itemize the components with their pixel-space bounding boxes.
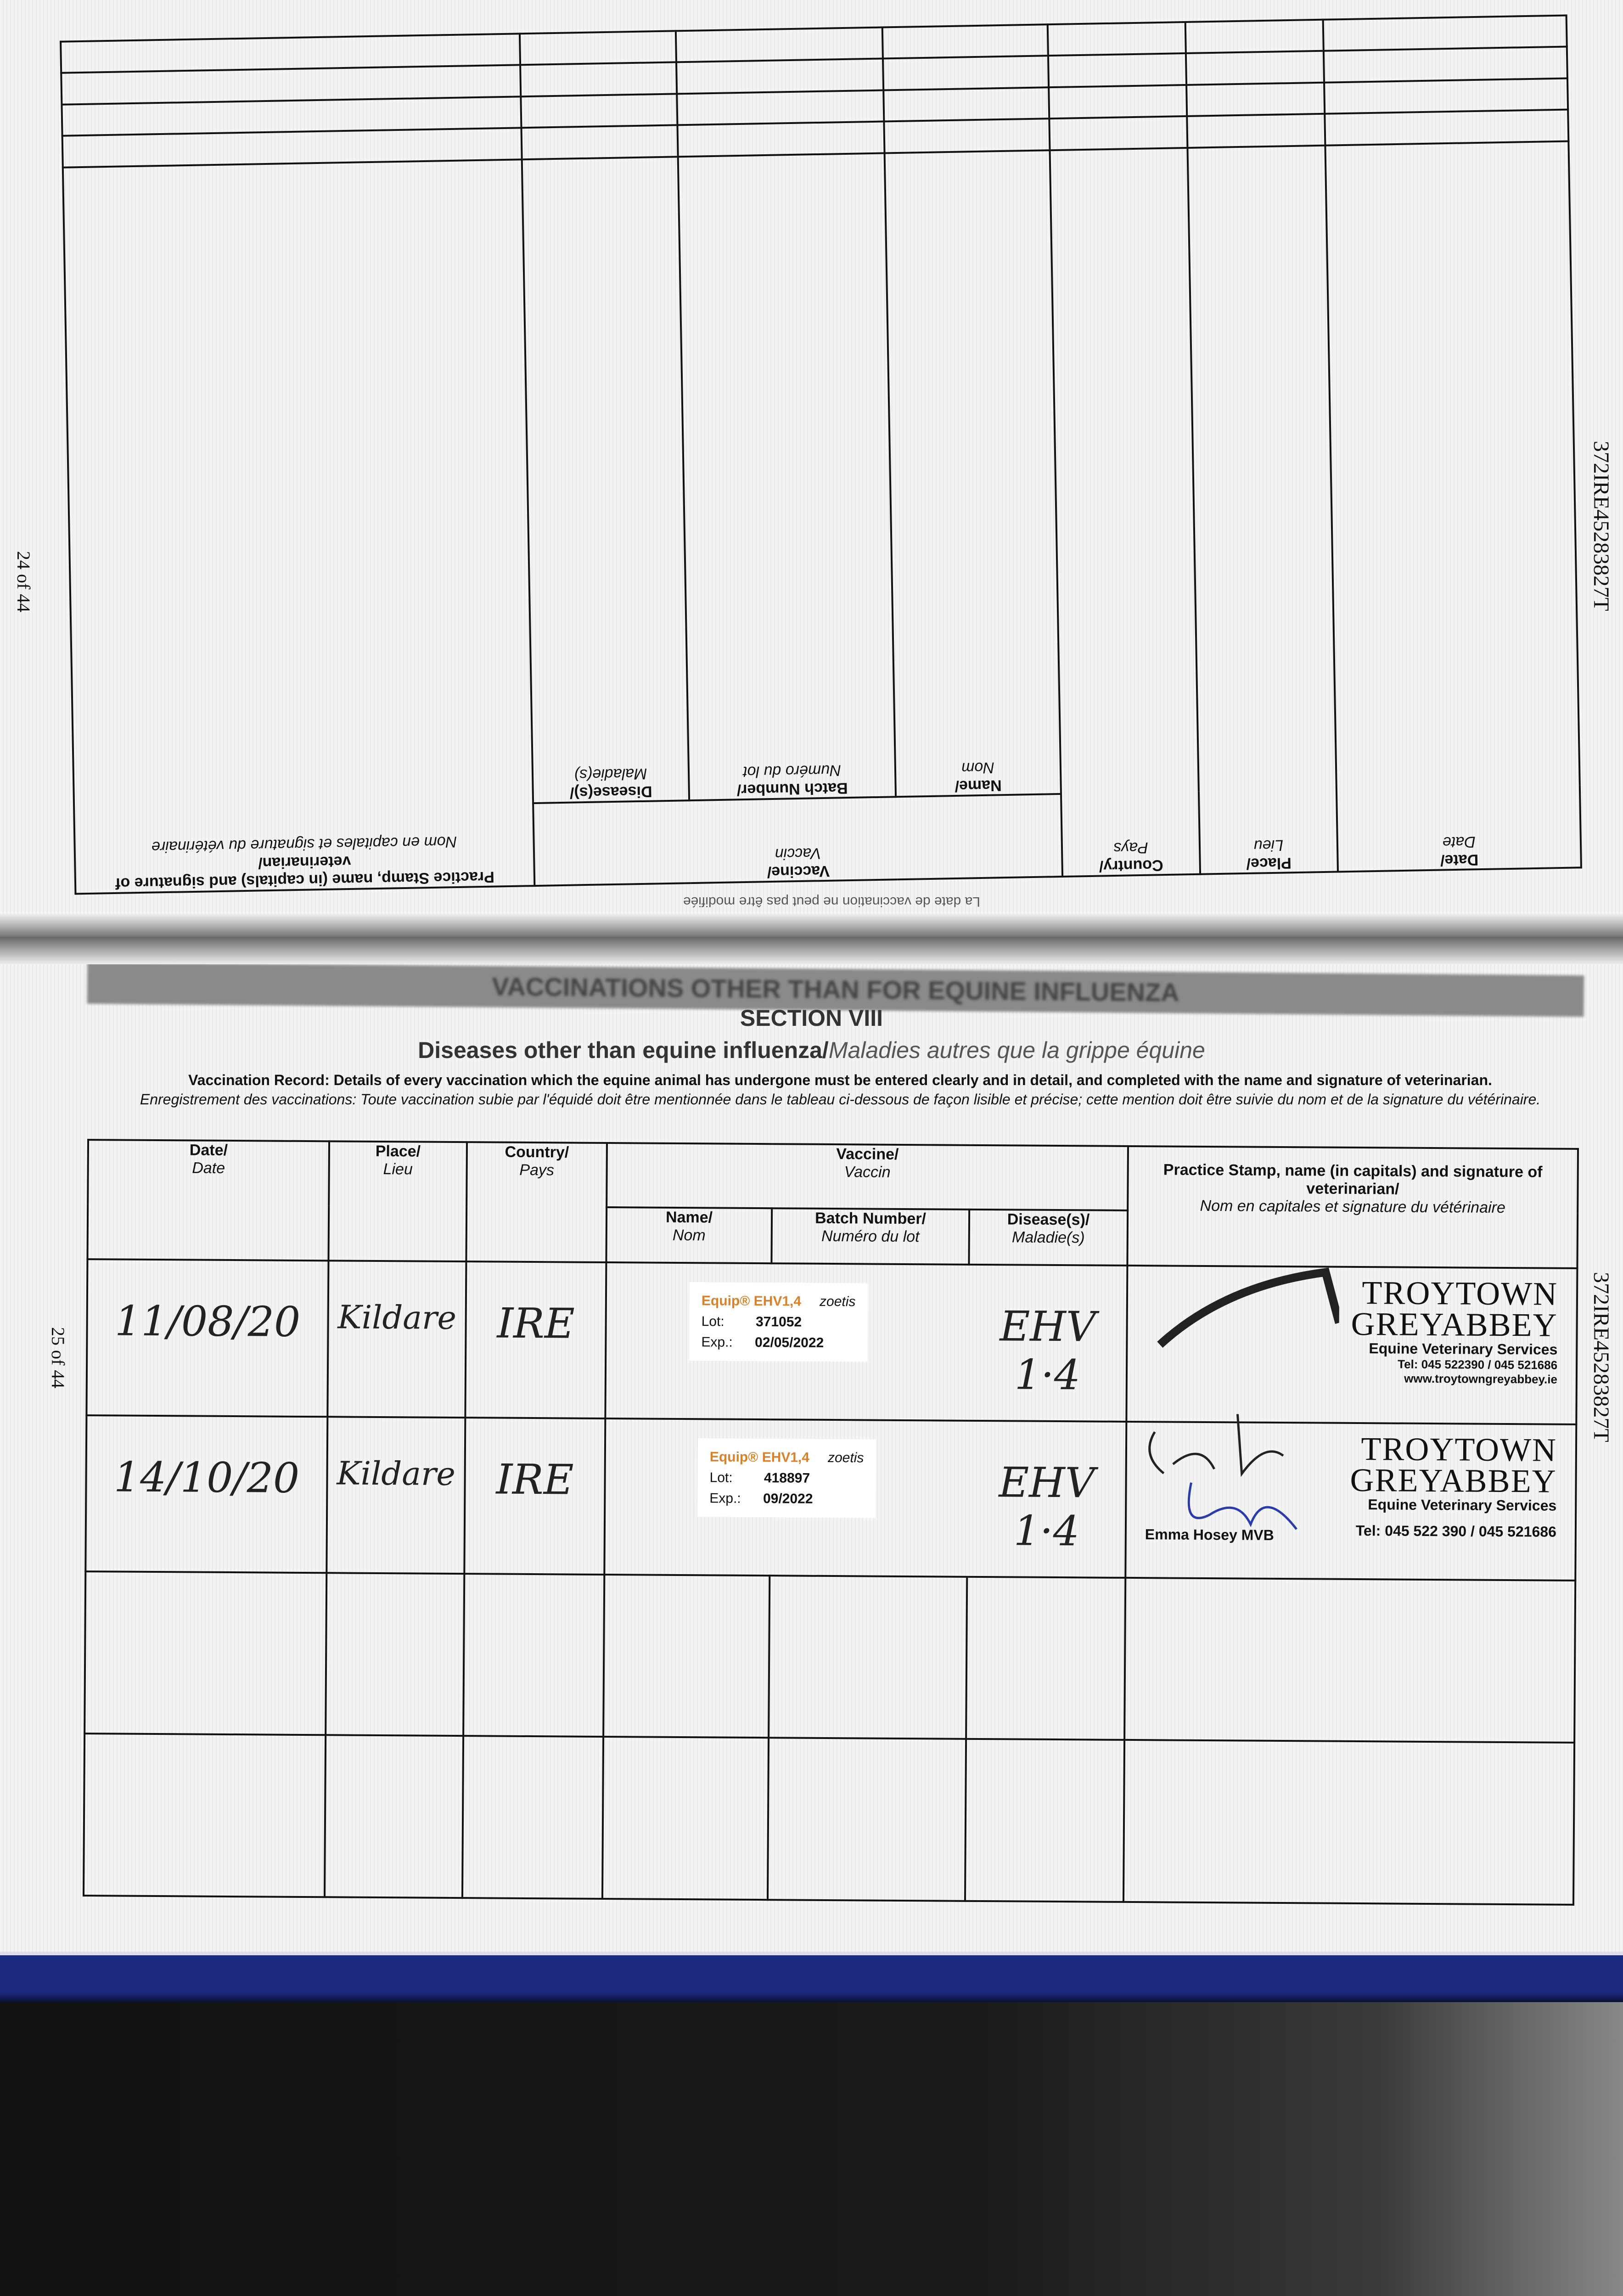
col-vaccine: Vaccine/Vaccin	[533, 793, 1063, 886]
table-row: 11/08/20 Kildare IRE Equip® EHV1,4 zoetis…	[86, 1259, 1578, 1424]
disease-cell: EHV 1·4	[968, 1264, 1128, 1422]
table-row	[84, 1571, 1576, 1743]
page-fold-shadow	[0, 937, 1623, 964]
scanner-background	[0, 2002, 1623, 2296]
vaccine-sticker: Equip® EHV1,4 zoetis Lot: 371052 Exp.: 02…	[689, 1282, 868, 1362]
col-country: Country/Pays	[466, 1142, 607, 1263]
page-fold-shadow	[0, 914, 1623, 937]
col-date: Date/Date	[1325, 141, 1581, 872]
practice-stamp: TROYTOWN GREYABBEY Equine Veterinary Ser…	[1126, 1414, 1575, 1580]
date-cell: 11/08/20	[86, 1259, 329, 1417]
page-number: 25 of 44	[48, 1327, 68, 1389]
col-batch: Batch Number/Numéro du lot	[771, 1208, 970, 1265]
intro-text: Vaccination Record: Details of every vac…	[99, 1071, 1582, 1109]
stamp-cell: TROYTOWN GREYABBEY Equine Veterinary Ser…	[1125, 1414, 1577, 1581]
vaccination-table: Date/Date Place/Lieu Country/Pays Vaccin…	[83, 1139, 1579, 1906]
horse-head-logo	[1157, 1267, 1340, 1348]
col-place: Place/Lieu	[1187, 145, 1338, 874]
col-vaccine: Vaccine/Vaccin	[607, 1143, 1129, 1210]
section-heading: SECTION VIII	[740, 1005, 883, 1031]
table-row: 14/10/20 Kildare IRE Equip® EHV1,4 zoetis…	[85, 1414, 1577, 1581]
col-stamp: Practice Stamp, name (in capitals) and s…	[1127, 1146, 1578, 1268]
intro-fr: Enregistrement des vaccinations: Toute v…	[140, 1091, 1541, 1108]
practice-stamp: TROYTOWN GREYABBEY Equine Veterinary Ser…	[1127, 1266, 1576, 1424]
vaccine-label-cell: Equip® EHV1,4 zoetis Lot: 418897 Exp.: 09…	[604, 1418, 968, 1577]
top-page-rotated: Date/Date Place/Lieu Country/Pays Vaccin…	[0, 0, 1623, 937]
place-cell: Kildare	[326, 1417, 466, 1574]
table-row	[84, 1733, 1575, 1905]
bottom-page: VACCINATIONS OTHER THAN FOR EQUINE INFLU…	[0, 937, 1623, 1956]
col-name: Name/Nom	[884, 150, 1061, 797]
intro-en: Vaccination Record: Details of every vac…	[188, 1072, 1492, 1088]
col-place: Place/Lieu	[328, 1141, 467, 1262]
stamp-cell: TROYTOWN GREYABBEY Equine Veterinary Ser…	[1126, 1265, 1578, 1424]
col-disease: Disease(s)/Maladie(s)	[969, 1209, 1128, 1266]
signature	[1148, 1414, 1297, 1530]
date-cell: 14/10/20	[85, 1415, 328, 1573]
col-name: Name/Nom	[606, 1207, 772, 1264]
disease-cell: EHV 1·4	[967, 1420, 1127, 1578]
place-cell: Kildare	[327, 1261, 466, 1418]
banner-text: VACCINATIONS OTHER THAN FOR EQUINE INFLU…	[492, 972, 1179, 1007]
document-id: 372IRE45283827T	[1589, 1272, 1613, 1442]
col-stamp: Practice Stamp, name (in capitals) and s…	[62, 159, 535, 894]
footer-note: La date de vaccination ne peut pas être …	[683, 894, 980, 909]
vaccine-label-cell: Equip® EHV1,4 zoetis Lot: 371052 Exp.: 02…	[605, 1262, 969, 1421]
country-cell: IRE	[465, 1261, 607, 1418]
vaccine-sticker: Equip® EHV1,4 zoetis Lot: 418897 Exp.: 09…	[697, 1438, 876, 1518]
col-country: Country/Pays	[1050, 147, 1201, 877]
col-batch: Batch Number/Numéro du lot	[678, 153, 896, 801]
passport-cover-edge	[0, 1952, 1623, 2002]
top-vaccination-table: Date/Date Place/Lieu Country/Pays Vaccin…	[60, 14, 1582, 895]
col-disease: Disease(s)/Maladie(s)	[522, 156, 690, 804]
page-title: Diseases other than equine influenza/Mal…	[418, 1037, 1205, 1063]
country-cell: IRE	[464, 1418, 606, 1575]
col-date: Date/Date	[87, 1140, 330, 1261]
top-page: Date/Date Place/Lieu Country/Pays Vaccin…	[0, 0, 1623, 937]
